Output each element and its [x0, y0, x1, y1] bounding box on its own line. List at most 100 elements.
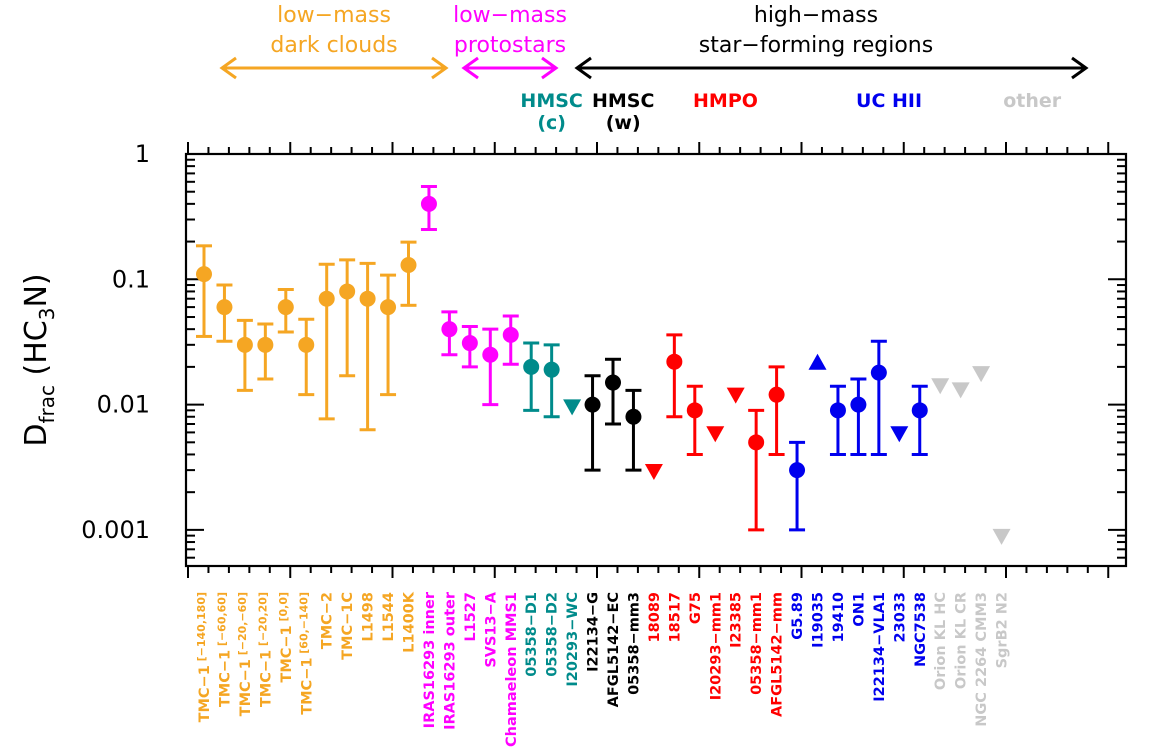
data-point-24: [666, 333, 683, 419]
x-category-label: TMC−1 [−140,180]: [195, 592, 213, 722]
category-name: L1527: [463, 592, 479, 642]
category-name: I20293−mm1: [708, 592, 724, 700]
data-point-28: [748, 408, 765, 532]
axis-ticks: [186, 142, 1126, 578]
data-marker: [482, 346, 499, 363]
data-point-30: [789, 440, 806, 532]
upper-limit-marker: [890, 426, 909, 443]
x-category-label: L1498: [361, 592, 377, 642]
x-category-label: 05358−mm3: [626, 592, 642, 695]
category-name: SVS13−A: [483, 591, 499, 667]
category-offset: [−60,60]: [215, 592, 228, 650]
x-category-label: 23033: [892, 592, 908, 642]
data-point-40: [992, 528, 1011, 545]
group-header-high: high−mass star−forming regions: [574, 3, 1089, 80]
data-marker: [461, 335, 478, 352]
data-marker: [605, 374, 621, 391]
x-category-label: 05358−D1: [524, 592, 540, 677]
x-category-label: Chamaeleon MMS1: [504, 592, 520, 747]
data-point-11: [400, 240, 417, 307]
category-name: 05358−D2: [545, 592, 561, 677]
y-title-part: 3: [35, 308, 59, 321]
upper-limit-marker: [931, 378, 950, 395]
data-point-3: [236, 318, 253, 392]
subgroup-labels: HMSC(c)HMSC(w)HMPO UC HII other: [520, 90, 1061, 134]
x-category-label: Orion KL CR: [954, 592, 970, 689]
group-header-text: low−mass: [453, 3, 567, 28]
data-point-25: [686, 384, 703, 456]
upper-limit-marker: [563, 399, 582, 416]
data-marker: [380, 299, 397, 316]
subgroup-label: UC HII: [856, 90, 922, 112]
x-category-label: TMC−1 [−60,60]: [215, 592, 233, 707]
group-header-text: low−mass: [277, 3, 391, 28]
data-marker: [911, 402, 928, 419]
category-name: 05358−mm3: [626, 592, 642, 695]
category-name: TMC−1: [217, 650, 233, 707]
category-name: I19035: [811, 592, 827, 648]
x-category-label: I23385: [729, 592, 745, 648]
x-category-label: I22134−G: [586, 592, 602, 672]
x-category-label: 05358−mm1: [749, 592, 765, 695]
x-category-label: IRAS16293 inner: [422, 591, 438, 728]
data-marker: [359, 290, 376, 307]
category-name: G5.89: [790, 592, 806, 640]
category-name: AFGL5142−mm: [770, 592, 786, 717]
group-arrow-right: [1071, 56, 1089, 80]
upper-limit-marker: [644, 463, 663, 480]
group-arrow-right: [431, 56, 449, 80]
category-name: 19410: [831, 592, 847, 642]
x-category-label: G5.89: [790, 592, 806, 640]
group-arrow-left: [219, 56, 237, 80]
data-point-12: [420, 185, 437, 231]
category-name: 23033: [892, 592, 908, 642]
data-marker: [298, 336, 315, 353]
category-name: Chamaeleon MMS1: [504, 592, 520, 747]
subgroup-label: other: [1003, 90, 1062, 112]
data-point-2: [216, 283, 233, 343]
data-marker: [584, 396, 601, 413]
category-name: Orion KL CR: [954, 592, 970, 689]
x-category-label: 19410: [831, 592, 847, 642]
data-point-5: [277, 287, 294, 334]
category-name: TMC−1: [299, 658, 315, 715]
category-name: TMC−1: [279, 625, 295, 682]
data-marker: [400, 257, 417, 274]
data-point-9: [359, 261, 376, 432]
data-point-13: [441, 310, 458, 357]
y-tick-label: 1: [135, 140, 150, 168]
group-header-text: high−mass: [754, 3, 878, 28]
category-name: G75: [688, 592, 704, 624]
subgroup-label: HMSC: [520, 90, 582, 112]
data-point-26: [706, 426, 725, 443]
data-point-4: [257, 322, 274, 381]
data-marker: [277, 299, 294, 316]
x-category-labels: TMC−1 [−140,180]TMC−1 [−60,60]TMC−1 [−20…: [195, 591, 1011, 747]
category-name: TMC−1: [238, 659, 254, 716]
category-name: TMC−1C: [340, 592, 356, 660]
category-name: L1400K: [402, 591, 418, 653]
data-marker: [216, 299, 233, 316]
data-marker: [829, 402, 846, 419]
x-category-label: L1544: [381, 592, 397, 642]
category-name: Orion KL HC: [933, 592, 949, 690]
category-offset: [60,−140]: [297, 592, 310, 658]
data-marker: [543, 361, 560, 378]
category-name: 05358−mm1: [749, 592, 765, 695]
x-category-label: SgrB2 N2: [995, 592, 1011, 668]
group-header-dark: low−mass dark clouds: [219, 3, 449, 80]
subgroup-label: HMPO: [693, 90, 758, 112]
upper-limit-marker: [726, 387, 745, 404]
data-point-29: [768, 365, 785, 456]
x-category-label: SVS13−A: [483, 591, 499, 667]
lower-limit-marker: [808, 353, 827, 370]
data-marker: [420, 195, 437, 212]
upper-limit-marker: [706, 426, 725, 443]
category-name: 18517: [667, 592, 683, 642]
category-name: L1544: [381, 592, 397, 642]
x-category-label: IRAS16293 outer: [442, 591, 458, 730]
data-marker: [236, 336, 253, 353]
data-marker: [318, 290, 335, 307]
data-point-33: [850, 377, 867, 456]
category-offset: [−140,180]: [195, 592, 208, 665]
